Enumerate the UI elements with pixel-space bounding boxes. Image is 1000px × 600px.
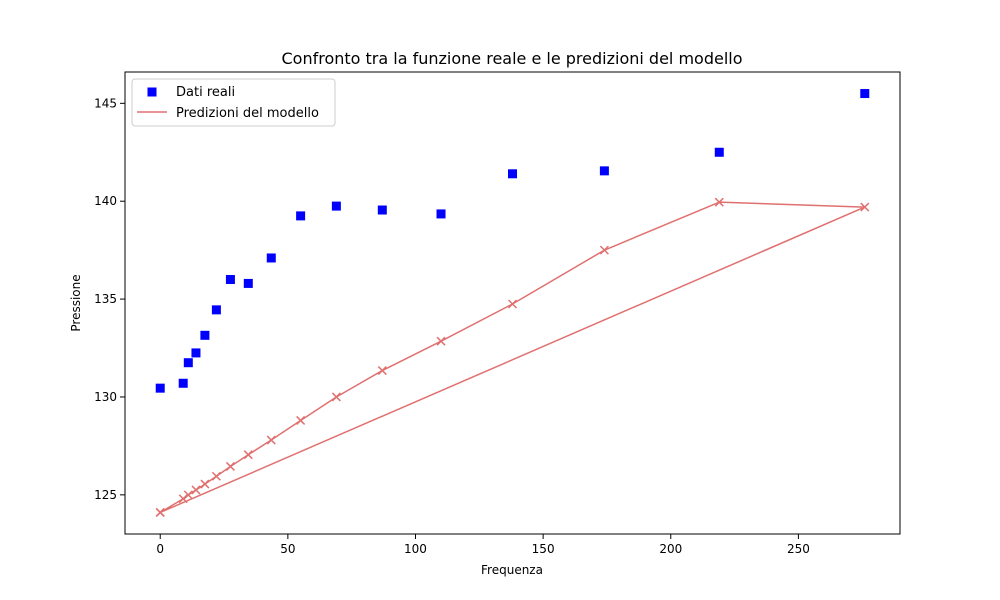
real-data-point	[860, 89, 870, 99]
y-axis-label: Pressione	[69, 274, 83, 331]
x-tick-label: 50	[280, 542, 295, 556]
real-data-point	[266, 253, 276, 263]
real-data-point	[377, 205, 387, 215]
prediction-point	[155, 507, 165, 517]
real-data-point	[211, 305, 221, 315]
y-tick-label: 145	[94, 96, 117, 110]
real-data-point	[436, 209, 446, 219]
prediction-point	[191, 485, 201, 495]
real-data-point	[155, 383, 165, 393]
prediction-point	[266, 435, 276, 445]
prediction-point	[225, 461, 235, 471]
prediction-point	[200, 479, 210, 489]
y-axis: 125 130 135 140 145	[94, 96, 125, 502]
y-tick-label: 135	[94, 292, 117, 306]
prediction-point	[211, 471, 221, 481]
x-tick-label: 150	[532, 542, 555, 556]
x-tick-label: 0	[156, 542, 164, 556]
plot-frame	[124, 71, 901, 535]
prediction-point	[183, 490, 193, 500]
legend-label-dati-reali: Dati reali	[176, 85, 235, 100]
chart-title: Confronto tra la funzione reale e le pre…	[281, 49, 742, 68]
prediction-point	[860, 202, 870, 212]
prediction-point	[599, 245, 609, 255]
real-data-point	[331, 201, 341, 211]
y-tick-label: 140	[94, 194, 117, 208]
legend-label-predizioni: Predizioni del modello	[176, 106, 319, 121]
legend: Dati reali Predizioni del modello	[131, 78, 336, 127]
prediction-point	[243, 450, 253, 460]
prediction-point	[507, 299, 518, 309]
real-data-point	[191, 348, 201, 358]
prediction-point	[296, 415, 306, 425]
prediction-point	[377, 366, 387, 376]
legend-box	[131, 78, 336, 127]
x-tick-label: 250	[787, 542, 810, 556]
prediction-point	[436, 336, 446, 346]
x-axis: 0 50 100 150 200 250	[156, 534, 810, 556]
x-tick-label: 200	[659, 542, 682, 556]
x-axis-label: Frequenza	[481, 563, 543, 577]
legend-marker-dati-reali	[147, 87, 157, 97]
real-data-point	[200, 330, 210, 340]
real-data-point	[599, 166, 609, 176]
real-data-point	[296, 211, 306, 221]
real-data-point	[183, 358, 193, 368]
real-data-point	[508, 169, 517, 179]
real-data-point	[225, 275, 235, 285]
y-tick-label: 130	[94, 390, 117, 404]
real-data-point	[714, 147, 724, 157]
series-layer	[155, 89, 870, 517]
y-tick-label: 125	[94, 488, 117, 502]
real-data-point	[243, 278, 253, 288]
prediction-point	[331, 392, 341, 402]
prediction-point	[178, 494, 188, 504]
real-data-point	[178, 378, 188, 388]
prediction-point	[714, 197, 724, 207]
x-tick-label: 100	[404, 542, 427, 556]
